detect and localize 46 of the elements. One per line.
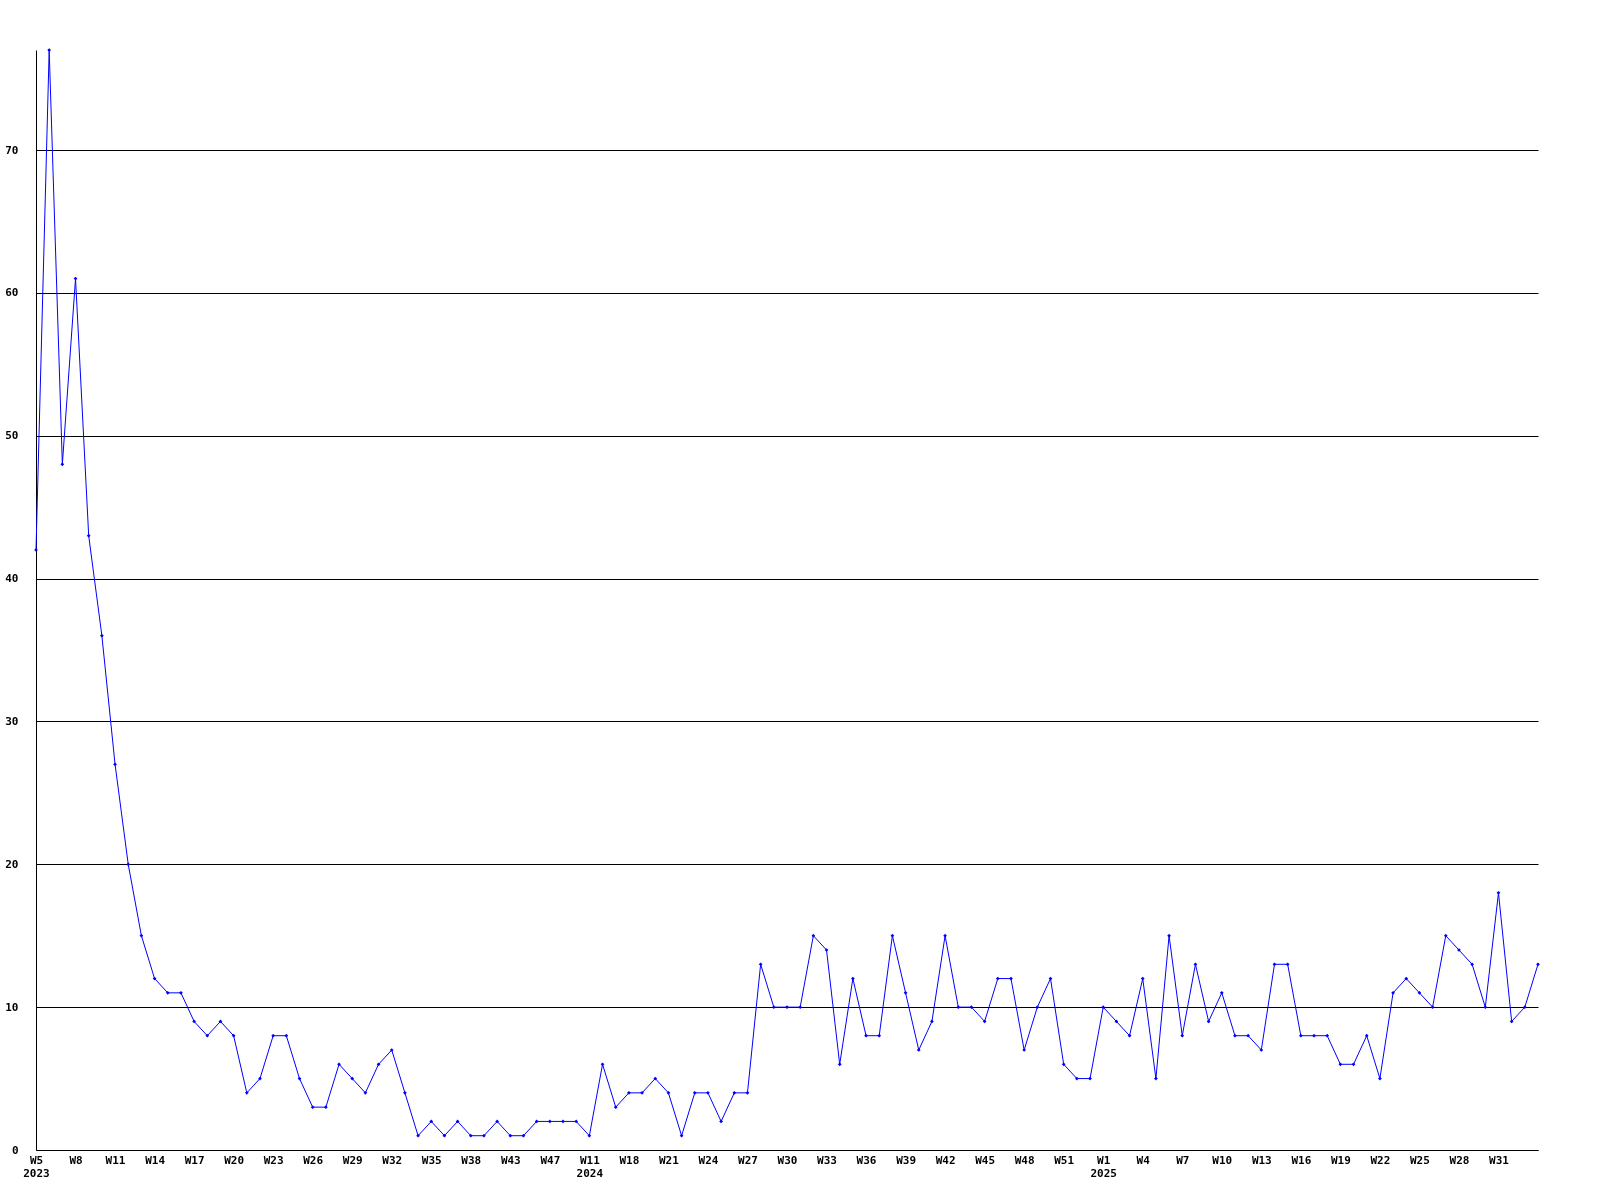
- y-tick-label: 20: [5, 857, 19, 871]
- x-tick-label: W7: [1176, 1153, 1190, 1167]
- x-tick-label: W19: [1330, 1153, 1351, 1167]
- x-tick-label: W51: [1054, 1153, 1075, 1167]
- x-tick-label: W39: [896, 1153, 917, 1167]
- x-tick-label: W26: [303, 1153, 324, 1167]
- x-tick-label: W8: [69, 1153, 83, 1167]
- x-tick-label: W48: [1014, 1153, 1035, 1167]
- x-tick-label: W17: [184, 1153, 205, 1167]
- y-tick-label: 50: [5, 429, 19, 443]
- x-tick-label: W10: [1212, 1153, 1233, 1167]
- x-tick-label: W27: [738, 1153, 758, 1167]
- y-tick-label: 10: [5, 1000, 19, 1014]
- x-tick-label: W29: [342, 1153, 363, 1167]
- x-tick-label: W25: [1409, 1153, 1430, 1167]
- x-tick-label: W14: [145, 1153, 166, 1167]
- x-tick-label: W28: [1449, 1153, 1470, 1167]
- x-tick-label: W13: [1251, 1153, 1272, 1167]
- x-tick-label: W33: [817, 1153, 837, 1167]
- x-tick-label: W24: [698, 1153, 719, 1167]
- x-tick-label: W20: [224, 1153, 245, 1167]
- x-tick-label: W16: [1291, 1153, 1312, 1167]
- x-tick-label: W32: [382, 1153, 403, 1167]
- y-tick-label: 40: [5, 572, 19, 586]
- x-tick-label: W47: [540, 1153, 561, 1167]
- x-tick-label: W45: [975, 1153, 996, 1167]
- x-tick-label: W11: [105, 1153, 126, 1167]
- x-tick-label: W4: [1136, 1153, 1151, 1167]
- x-tick-label: W5 2023: [23, 1153, 50, 1180]
- y-tick-label: 0: [11, 1143, 19, 1157]
- x-tick-label: W11 2024: [576, 1153, 604, 1180]
- y-tick-label: 70: [5, 143, 19, 157]
- x-tick-label: W36: [856, 1153, 877, 1167]
- x-tick-label: W23: [263, 1153, 284, 1167]
- y-tick-label: 30: [5, 714, 19, 728]
- x-tick-label: W38: [461, 1153, 482, 1167]
- x-tick-label: W21: [658, 1153, 680, 1167]
- x-tick-label: W31: [1489, 1153, 1510, 1167]
- x-tick-label: W1 2025: [1090, 1153, 1117, 1180]
- x-tick-label: W22: [1370, 1153, 1391, 1167]
- x-tick-label: W43: [500, 1153, 521, 1167]
- x-tick-label: W18: [619, 1153, 640, 1167]
- x-tick-label: W42: [935, 1153, 956, 1167]
- x-tick-label: W35: [421, 1153, 442, 1167]
- y-tick-label: 60: [5, 286, 19, 300]
- x-tick-label: W30: [777, 1153, 798, 1167]
